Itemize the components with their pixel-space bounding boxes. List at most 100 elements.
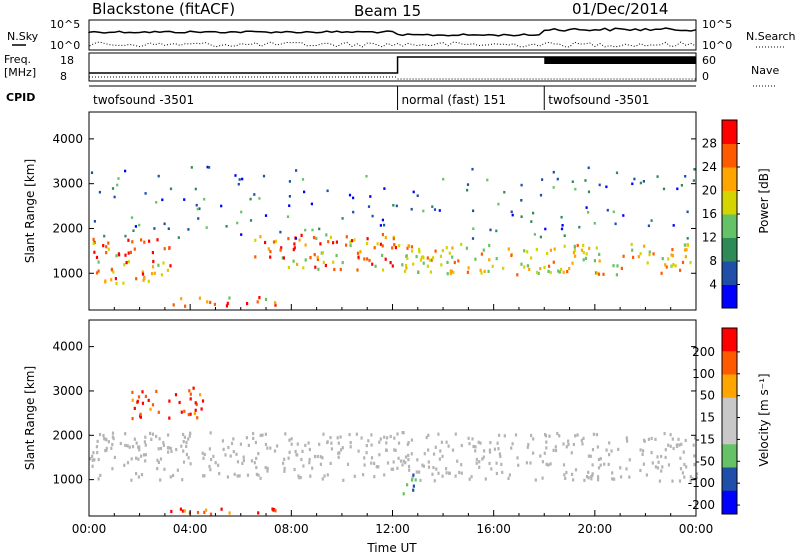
echo-cell: [168, 246, 171, 250]
echo-cell: [151, 251, 154, 255]
echo-cell: [561, 224, 564, 227]
colorbar-swatch: [722, 143, 737, 168]
echo-cell: [608, 453, 611, 457]
echo-cell: [232, 450, 235, 454]
echo-cell: [116, 183, 119, 187]
echo-cell: [554, 445, 557, 449]
echo-cell: [385, 441, 388, 445]
echo-cell: [533, 233, 536, 236]
echo-cell: [353, 238, 356, 242]
echo-cell: [226, 301, 229, 305]
echo-cell: [349, 243, 352, 247]
echo-cell: [283, 469, 286, 473]
echo-cell: [208, 464, 211, 469]
echo-cell: [292, 248, 295, 252]
nsky-panel: N.Sky 10^5 10^0 10^5 10^0 N.Search: [7, 18, 796, 52]
echo-cell: [345, 235, 348, 239]
colorbar-tick-label: 20: [702, 184, 717, 198]
echo-cell: [481, 457, 484, 461]
echo-cell: [140, 473, 143, 477]
echo-cell: [167, 433, 170, 437]
echo-cell: [140, 238, 143, 242]
echo-cell: [595, 246, 598, 250]
echo-cell: [684, 255, 687, 259]
colorbar-swatch: [722, 190, 737, 215]
echo-cell: [584, 256, 588, 260]
echo-cell: [678, 443, 681, 447]
echo-cell: [357, 255, 360, 259]
echo-cell: [451, 255, 454, 259]
echo-cell: [590, 477, 593, 481]
freq-label-line1: Freq.: [4, 53, 31, 66]
echo-cell: [280, 246, 283, 250]
echo-cell: [543, 265, 546, 269]
echo-cell: [182, 449, 185, 453]
echo-cell: [686, 210, 689, 214]
echo-cell: [583, 478, 586, 482]
echo-cell: [393, 448, 396, 452]
freq-panel: Freq. [MHz] 18 8 60 0 Nave: [4, 52, 779, 87]
echo-cell: [422, 256, 425, 260]
echo-cell: [677, 437, 680, 441]
echo-cell: [119, 441, 122, 446]
echo-cell: [269, 250, 272, 254]
echo-cell: [597, 478, 600, 482]
echo-cell: [433, 479, 436, 483]
y-tick-label: 3000: [52, 177, 83, 191]
echo-cell: [237, 182, 240, 186]
echo-cell: [434, 249, 437, 253]
echo-cell: [209, 300, 212, 304]
echo-cell: [685, 248, 688, 252]
echo-cell: [571, 180, 574, 183]
echo-cell: [327, 240, 330, 244]
echo-cell: [111, 467, 114, 471]
echo-cell: [545, 446, 548, 450]
echo-cell: [149, 407, 152, 411]
echo-cell: [92, 458, 96, 462]
echo-cell: [630, 242, 633, 246]
echo-cell: [138, 445, 141, 449]
echo-cell: [596, 271, 599, 275]
echo-cell: [437, 471, 440, 475]
echo-cell: [93, 220, 96, 223]
echo-cell: [189, 392, 192, 396]
echo-cell: [180, 297, 183, 301]
echo-cell: [489, 441, 492, 445]
echo-cell: [448, 471, 451, 475]
echo-cell: [605, 185, 608, 189]
echo-cell: [487, 269, 490, 273]
echo-cell: [254, 255, 257, 259]
echo-cell: [261, 433, 264, 437]
echo-cell: [353, 474, 356, 478]
echo-cell: [478, 465, 481, 469]
echo-cell: [567, 439, 570, 443]
echo-cell: [141, 401, 144, 405]
echo-cell: [431, 472, 434, 476]
echo-cell: [679, 268, 682, 272]
echo-cell: [467, 436, 470, 440]
echo-cell: [357, 449, 360, 453]
echo-cell: [95, 271, 99, 275]
echo-cell: [479, 268, 482, 272]
echo-cell: [557, 269, 560, 273]
echo-cell: [570, 451, 573, 455]
echo-cell: [341, 261, 344, 265]
echo-cell: [156, 467, 159, 471]
echo-cell: [318, 227, 321, 231]
echo-cell: [255, 472, 258, 476]
echo-cell: [144, 443, 147, 447]
date-title: 01/Dec/2014: [572, 0, 668, 18]
echo-cell: [520, 183, 523, 187]
echo-cell: [190, 166, 193, 169]
echo-cell: [406, 246, 409, 250]
echo-cell: [546, 251, 549, 256]
echo-cell: [366, 257, 369, 261]
echo-cell: [362, 473, 365, 477]
cpid-segment-label: normal (fast) 151: [402, 93, 506, 107]
echo-cell: [104, 449, 107, 453]
echo-cell: [406, 483, 409, 487]
echo-cell: [269, 255, 272, 259]
echo-cell: [408, 468, 411, 472]
echo-cell: [287, 237, 290, 241]
echo-cell: [98, 432, 102, 437]
